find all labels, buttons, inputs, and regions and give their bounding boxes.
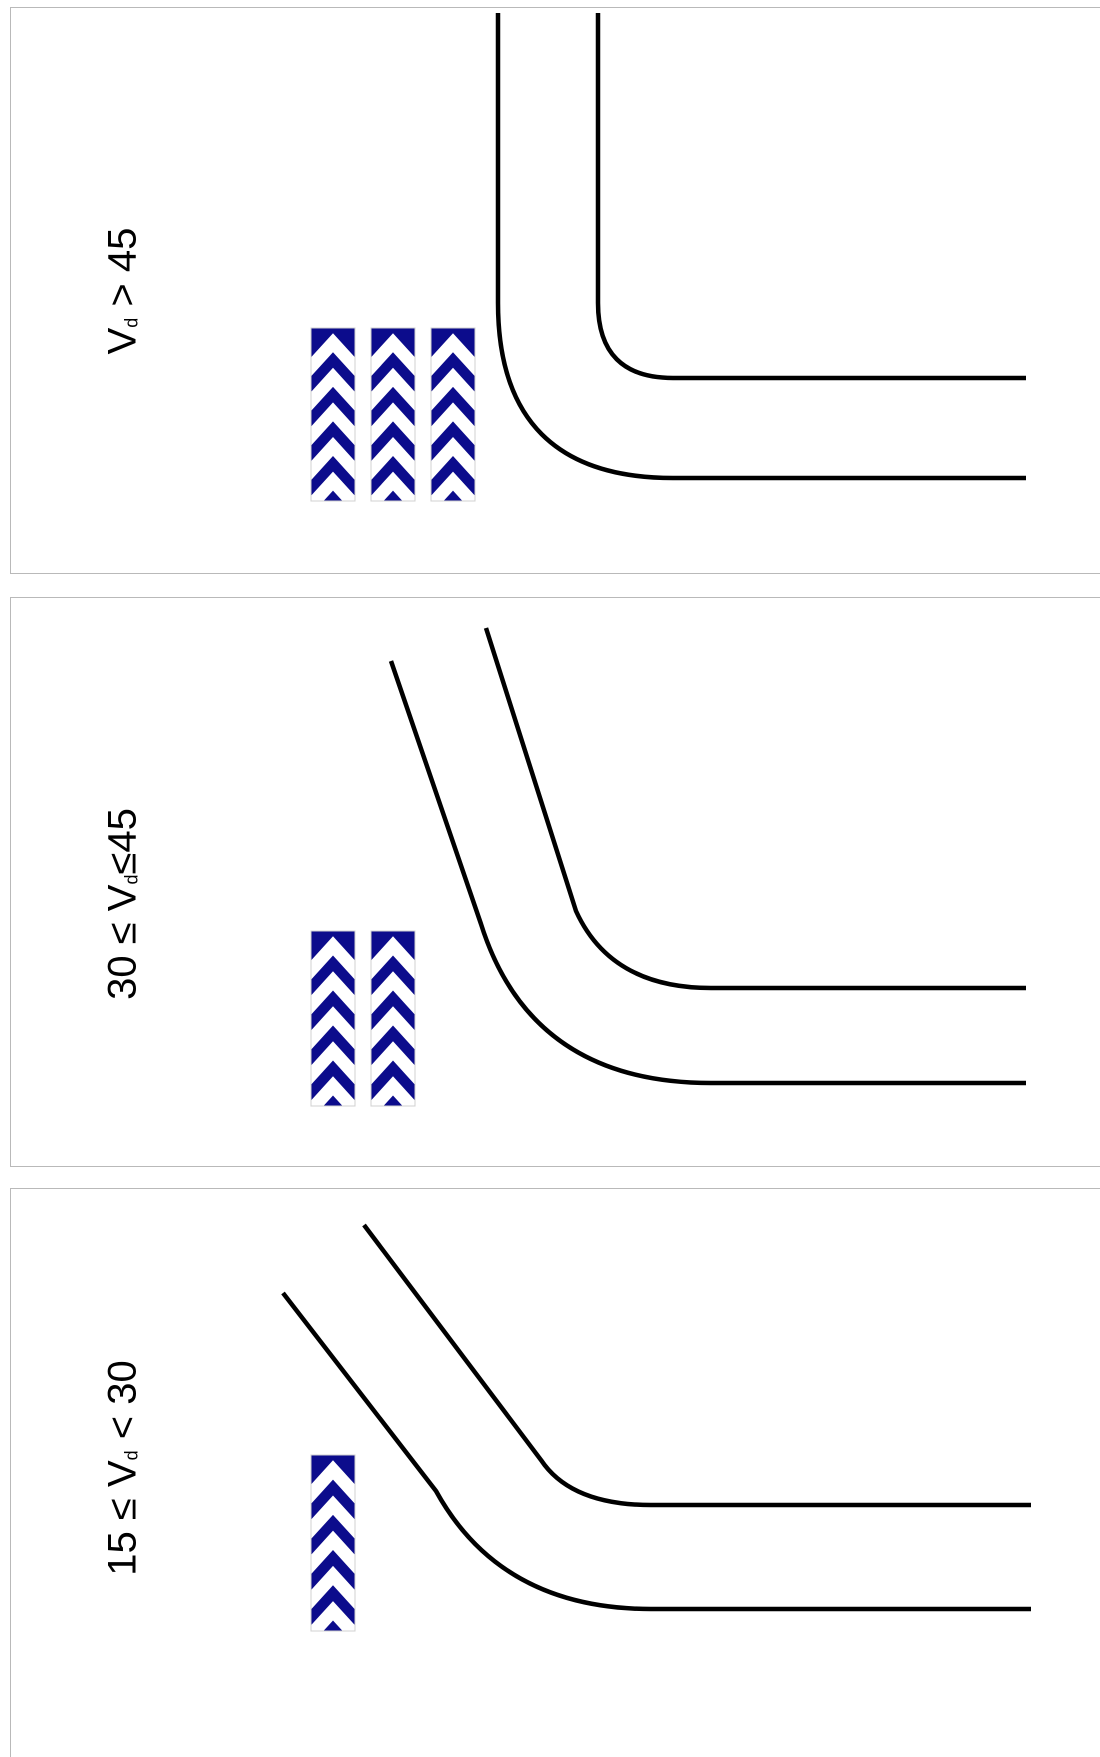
chevron-mark <box>371 971 415 1015</box>
chevron-mark <box>371 367 415 412</box>
chevron-mark <box>431 402 475 446</box>
chevron-mark <box>311 506 355 549</box>
chevron-mark <box>371 333 415 377</box>
chevron-mark <box>311 971 355 1015</box>
chevron-mark <box>371 436 415 481</box>
chevron-mark <box>371 1076 415 1106</box>
curve-diagram <box>281 1223 1031 1680</box>
chevron-mark <box>311 1601 355 1631</box>
road-inner-edge <box>595 13 1026 381</box>
panel-speed-15-to-30: 15 ≤ Vd < 30 <box>10 1188 1100 1757</box>
curve-diagram <box>310 627 1026 1154</box>
chevron-mark <box>311 936 355 980</box>
road-outer-edge <box>495 13 1026 481</box>
curve-diagram <box>310 13 1026 549</box>
chevron-mark <box>311 1006 355 1050</box>
chevron-mark <box>311 1041 355 1085</box>
chevron-mark <box>371 1006 415 1050</box>
chevron-mark <box>311 1636 355 1680</box>
chevron-mark <box>371 506 415 549</box>
chevron-mark <box>311 1111 355 1154</box>
speed-condition-label: Vd > 45 <box>100 227 145 355</box>
chevron-sign <box>370 930 416 1154</box>
chevron-mark <box>431 471 475 501</box>
chevron-mark <box>311 471 355 501</box>
road-inner-edge <box>483 627 1026 991</box>
chevron-mark <box>311 1530 355 1575</box>
chevron-sign-group <box>310 1454 356 1680</box>
chevron-mark <box>371 1111 415 1154</box>
road-outer-edge <box>388 660 1026 1086</box>
chevron-mark <box>311 402 355 446</box>
road-outer-edge <box>281 1291 1031 1612</box>
chevron-mark <box>431 506 475 549</box>
chevron-mark <box>311 1460 355 1504</box>
chevron-sign-group <box>310 930 416 1154</box>
chevron-sign-group <box>310 327 476 549</box>
chevron-sign <box>370 327 416 549</box>
speed-condition-label: 30 ≤ Vd≤45 <box>100 808 145 1000</box>
panel-speed-30-to-45: 30 ≤ Vd≤45 <box>10 597 1100 1167</box>
chevron-mark <box>311 436 355 481</box>
chevron-mark <box>371 1041 415 1085</box>
chevron-sign <box>430 327 476 549</box>
chevron-mark <box>431 333 475 377</box>
chevron-mark <box>371 936 415 980</box>
chevron-mark <box>311 1495 355 1540</box>
chevron-sign <box>310 930 356 1154</box>
chevron-mark <box>431 436 475 481</box>
chevron-mark <box>311 333 355 377</box>
chevron-sign <box>310 1454 356 1680</box>
chevron-mark <box>371 471 415 501</box>
chevron-mark <box>311 367 355 412</box>
chevron-mark <box>311 1076 355 1106</box>
chevron-mark <box>371 402 415 446</box>
road-inner-edge <box>362 1223 1031 1508</box>
chevron-mark <box>311 1565 355 1610</box>
speed-condition-label: 15 ≤ Vd < 30 <box>100 1360 145 1576</box>
panel-speed-over-45: Vd > 45 <box>10 7 1100 574</box>
chevron-mark <box>431 367 475 412</box>
chevron-sign <box>310 327 356 549</box>
